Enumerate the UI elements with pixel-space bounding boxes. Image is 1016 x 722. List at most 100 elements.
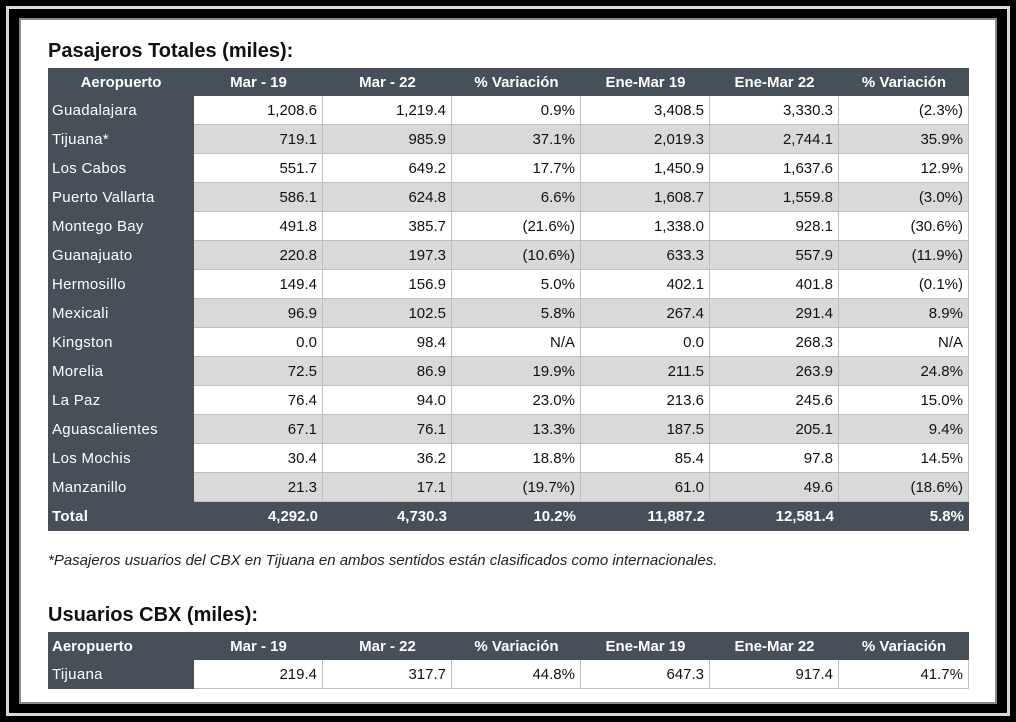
cell-airport-name: Hermosillo xyxy=(48,270,194,299)
cell-mar-19: 96.9 xyxy=(194,299,323,328)
header-ene-mar-19: Ene-Mar 19 xyxy=(581,68,710,96)
cell-ene-mar-19: 267.4 xyxy=(581,299,710,328)
cell-variation-quarter: (3.0%) xyxy=(839,183,969,212)
cell-mar-22: 649.2 xyxy=(323,154,452,183)
header-ene-mar-22: Ene-Mar 22 xyxy=(710,632,839,660)
cell-ene-mar-19: 85.4 xyxy=(581,444,710,473)
cell-variation-quarter: 35.9% xyxy=(839,125,969,154)
cell-variation-quarter: (18.6%) xyxy=(839,473,969,502)
cell-mar-19: 76.4 xyxy=(194,386,323,415)
table-row: Aguascalientes 67.1 76.1 13.3% 187.5 205.1 9.4… xyxy=(48,415,969,444)
cell-mar-19: 1,208.6 xyxy=(194,96,323,125)
cell-airport-name: Guanajuato xyxy=(48,241,194,270)
cell-variation-month: 23.0% xyxy=(452,386,581,415)
cell-mar-19: 21.3 xyxy=(194,473,323,502)
table-row: Los Mochis 30.4 36.2 18.8% 85.4 97.8 14.5% xyxy=(48,444,969,473)
cell-variation-quarter: (0.1%) xyxy=(839,270,969,299)
cell-variation-month: 44.8% xyxy=(452,660,581,689)
table-row: Kingston 0.0 98.4 N/A 0.0 268.3 N/A xyxy=(48,328,969,357)
cell-mar-22: 94.0 xyxy=(323,386,452,415)
cell-airport-name: Tijuana* xyxy=(48,125,194,154)
cell-variation-month: (19.7%) xyxy=(452,473,581,502)
cell-variation-month: 13.3% xyxy=(452,415,581,444)
section1-title: Pasajeros Totales (miles): xyxy=(48,40,294,62)
cell-mar-19: 491.8 xyxy=(194,212,323,241)
cell-mar-19: 149.4 xyxy=(194,270,323,299)
cell-ene-mar-22: 49.6 xyxy=(710,473,839,502)
cell-airport-name: Guadalajara xyxy=(48,96,194,125)
cell-ene-mar-22: 291.4 xyxy=(710,299,839,328)
total-ene-mar-22: 12,581.4 xyxy=(710,502,839,531)
header-airport: Aeropuerto xyxy=(48,68,194,96)
cell-mar-19: 719.1 xyxy=(194,125,323,154)
total-mar-22: 4,730.3 xyxy=(323,502,452,531)
cell-ene-mar-22: 97.8 xyxy=(710,444,839,473)
header-ene-mar-22: Ene-Mar 22 xyxy=(710,68,839,96)
cell-mar-19: 586.1 xyxy=(194,183,323,212)
header-mar-19: Mar - 19 xyxy=(194,632,323,660)
cell-variation-month: (21.6%) xyxy=(452,212,581,241)
table-header-row: Aeropuerto Mar - 19 Mar - 22 % Variación… xyxy=(48,68,969,96)
table-row: Puerto Vallarta 586.1 624.8 6.6% 1,608.7 1,55… xyxy=(48,183,969,212)
cell-airport-name: Morelia xyxy=(48,357,194,386)
cell-variation-quarter: 14.5% xyxy=(839,444,969,473)
cell-variation-quarter: 41.7% xyxy=(839,660,969,689)
cell-mar-22: 1,219.4 xyxy=(323,96,452,125)
cell-mar-22: 17.1 xyxy=(323,473,452,502)
document-sheet: Pasajeros Totales (miles): Aeropuerto Ma… xyxy=(19,18,997,704)
cell-mar-19: 220.8 xyxy=(194,241,323,270)
cell-ene-mar-19: 61.0 xyxy=(581,473,710,502)
cell-ene-mar-22: 3,330.3 xyxy=(710,96,839,125)
total-mar-19: 4,292.0 xyxy=(194,502,323,531)
cell-airport-name: Manzanillo xyxy=(48,473,194,502)
cell-mar-19: 30.4 xyxy=(194,444,323,473)
cell-mar-22: 36.2 xyxy=(323,444,452,473)
cell-variation-month: 17.7% xyxy=(452,154,581,183)
table-row: Tijuana* 719.1 985.9 37.1% 2,019.3 2,744.1 35.… xyxy=(48,125,969,154)
cell-ene-mar-19: 3,408.5 xyxy=(581,96,710,125)
cell-mar-22: 385.7 xyxy=(323,212,452,241)
cell-mar-22: 102.5 xyxy=(323,299,452,328)
table-row: Hermosillo 149.4 156.9 5.0% 402.1 401.8 (0.1%) xyxy=(48,270,969,299)
cell-ene-mar-19: 647.3 xyxy=(581,660,710,689)
cell-variation-month: 6.6% xyxy=(452,183,581,212)
cell-variation-quarter: (30.6%) xyxy=(839,212,969,241)
cell-airport-name: Kingston xyxy=(48,328,194,357)
cell-variation-quarter: 8.9% xyxy=(839,299,969,328)
table-row: Los Cabos 551.7 649.2 17.7% 1,450.9 1,637.6 12… xyxy=(48,154,969,183)
cell-mar-22: 197.3 xyxy=(323,241,452,270)
cell-ene-mar-19: 0.0 xyxy=(581,328,710,357)
table-row: Mexicali 96.9 102.5 5.8% 267.4 291.4 8.9% xyxy=(48,299,969,328)
total-airport-name: Total xyxy=(48,502,194,531)
cell-ene-mar-19: 633.3 xyxy=(581,241,710,270)
header-variation-quarter: % Variación xyxy=(839,632,969,660)
cell-airport-name: Tijuana xyxy=(48,660,194,689)
cell-ene-mar-22: 1,559.8 xyxy=(710,183,839,212)
header-variation-month: % Variación xyxy=(452,632,581,660)
cell-variation-month: (10.6%) xyxy=(452,241,581,270)
cell-airport-name: Aguascalientes xyxy=(48,415,194,444)
table-header-row: Aeropuerto Mar - 19 Mar - 22 % Variación… xyxy=(48,632,969,660)
table-row: Tijuana 219.4 317.7 44.8% 647.3 917.4 41.7% xyxy=(48,660,969,689)
cell-mar-22: 156.9 xyxy=(323,270,452,299)
cell-variation-month: N/A xyxy=(452,328,581,357)
cell-variation-quarter: 15.0% xyxy=(839,386,969,415)
cbx-users-table: Aeropuerto Mar - 19 Mar - 22 % Variación… xyxy=(48,632,969,689)
cell-ene-mar-22: 268.3 xyxy=(710,328,839,357)
cell-airport-name: Puerto Vallarta xyxy=(48,183,194,212)
footnote: *Pasajeros usuarios del CBX en Tijuana e… xyxy=(48,552,718,569)
section2-title: Usuarios CBX (miles): xyxy=(48,604,259,626)
cell-ene-mar-22: 557.9 xyxy=(710,241,839,270)
cell-mar-22: 624.8 xyxy=(323,183,452,212)
header-mar-22: Mar - 22 xyxy=(323,68,452,96)
cell-airport-name: Los Cabos xyxy=(48,154,194,183)
cell-mar-22: 317.7 xyxy=(323,660,452,689)
cell-ene-mar-19: 187.5 xyxy=(581,415,710,444)
table-row: Guanajuato 220.8 197.3 (10.6%) 633.3 557.9 (11… xyxy=(48,241,969,270)
cell-ene-mar-22: 917.4 xyxy=(710,660,839,689)
cell-ene-mar-19: 211.5 xyxy=(581,357,710,386)
cell-variation-month: 5.8% xyxy=(452,299,581,328)
table-row: Montego Bay 491.8 385.7 (21.6%) 1,338.0 928.1… xyxy=(48,212,969,241)
cell-variation-quarter: (11.9%) xyxy=(839,241,969,270)
cell-mar-19: 551.7 xyxy=(194,154,323,183)
